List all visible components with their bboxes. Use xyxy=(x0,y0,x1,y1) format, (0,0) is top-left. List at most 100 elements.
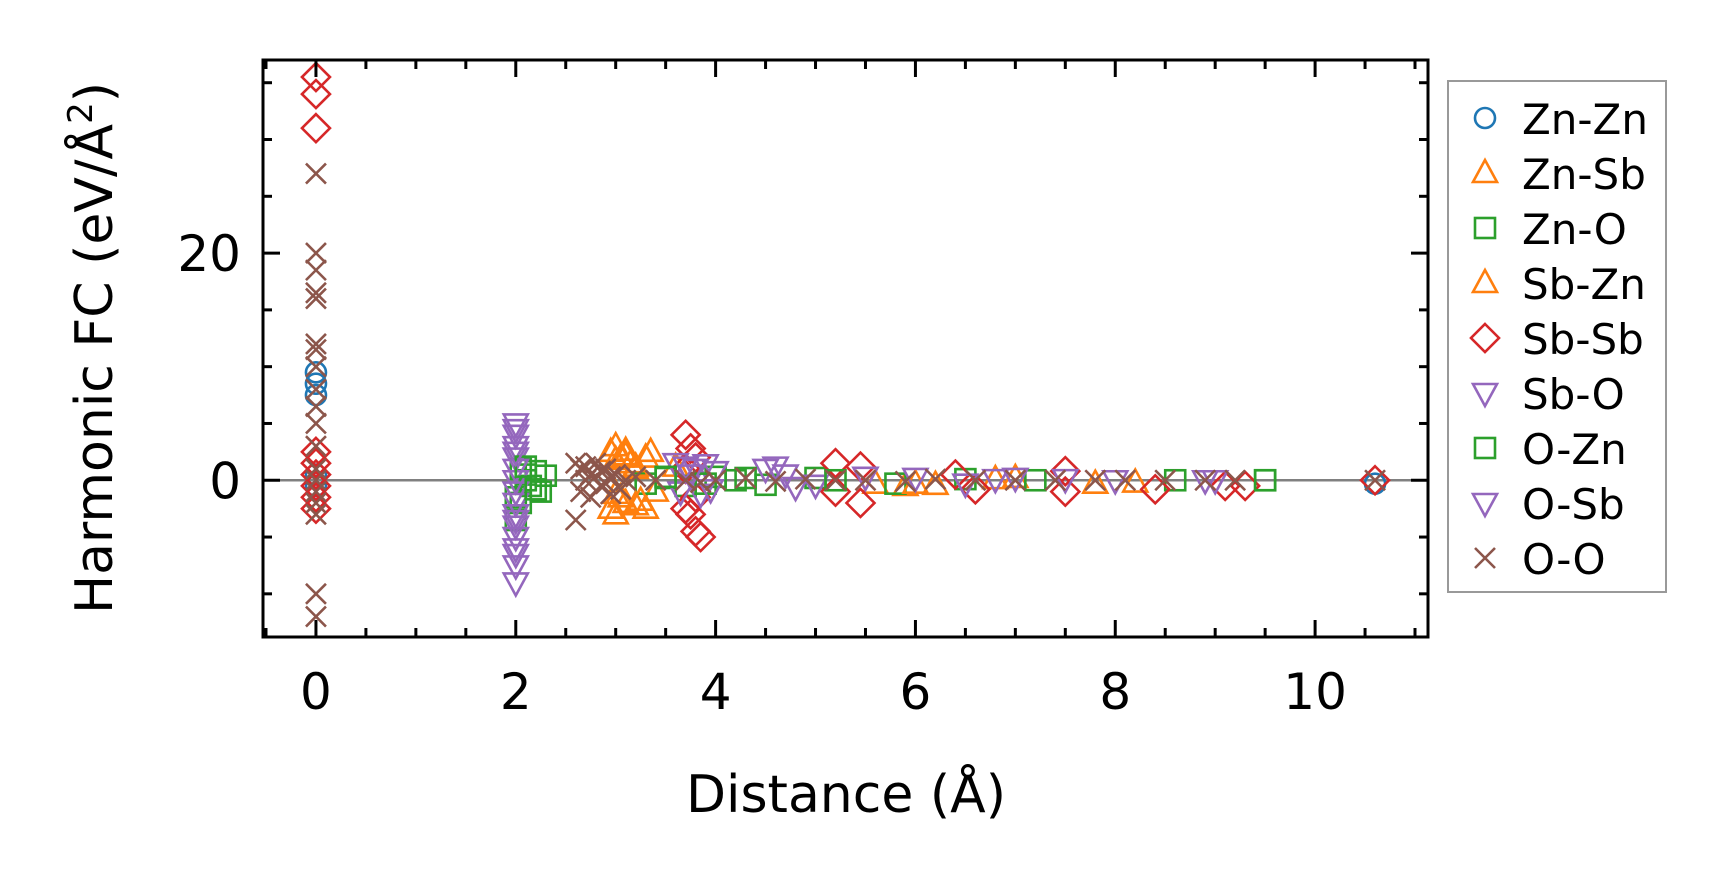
data-point xyxy=(631,441,660,468)
y-axis-label-sup: 2 xyxy=(61,102,101,124)
data-point xyxy=(300,78,332,110)
data-point xyxy=(921,469,950,496)
data-point xyxy=(684,521,717,553)
data-point xyxy=(501,509,530,536)
data-point xyxy=(1004,469,1027,492)
data-point xyxy=(304,372,328,396)
legend-item-sb-sb: Sb-Sb xyxy=(1469,315,1644,364)
data-point xyxy=(1049,475,1082,508)
data-point xyxy=(636,436,665,463)
legend-label: Zn-Sb xyxy=(1522,150,1646,199)
data-point xyxy=(305,333,327,355)
data-point xyxy=(851,466,880,493)
legend-marker-icon xyxy=(1469,322,1501,354)
legend-marker-icon xyxy=(1470,267,1500,294)
legend-label: Zn-O xyxy=(1522,205,1627,254)
data-point xyxy=(305,355,327,378)
data-point xyxy=(674,432,707,465)
legend-item-zn-o: Zn-O xyxy=(1473,205,1627,254)
legend-label: O-O xyxy=(1522,535,1606,584)
y-tick-label: 0 xyxy=(209,452,241,510)
x-tick-label: 4 xyxy=(700,663,732,721)
data-point xyxy=(964,469,987,492)
data-point xyxy=(305,480,327,503)
x-tick-label: 6 xyxy=(900,663,932,721)
data-point xyxy=(1359,464,1391,497)
data-point xyxy=(674,498,707,531)
data-point xyxy=(844,487,877,519)
data-point xyxy=(981,463,1010,490)
legend-marker-icon xyxy=(1473,216,1497,240)
data-point xyxy=(1194,469,1217,492)
legend-marker-icon xyxy=(1470,382,1500,409)
data-point xyxy=(305,503,327,526)
x-tick-label: 2 xyxy=(500,663,532,721)
data-point xyxy=(1114,469,1137,492)
data-point xyxy=(305,469,327,492)
data-point xyxy=(594,472,617,495)
data-point xyxy=(704,469,727,492)
legend-frame xyxy=(1447,80,1667,593)
legend-item-zn-zn: Zn-Zn xyxy=(1473,95,1648,144)
data-point xyxy=(569,457,592,480)
data-point xyxy=(305,395,327,418)
data-point xyxy=(1191,469,1220,496)
legend-marker-icon xyxy=(1473,106,1497,130)
legend: Zn-Zn Zn-Sb Zn-O Sb-Zn Sb-Sb Sb-O O-Zn O-Sb O-O xyxy=(1447,80,1667,593)
axes-frame xyxy=(261,58,1430,639)
data-point xyxy=(924,468,947,491)
data-point xyxy=(644,469,667,492)
data-point xyxy=(609,478,632,501)
data-point xyxy=(305,242,327,265)
data-point xyxy=(574,469,597,492)
data-point xyxy=(601,444,630,471)
data-point xyxy=(781,476,810,503)
data-point xyxy=(1364,469,1386,492)
legend-item-o-zn: O-Zn xyxy=(1473,425,1627,474)
legend-marker-icon xyxy=(1474,547,1496,569)
data-point xyxy=(734,466,757,490)
data-point xyxy=(1154,469,1177,492)
data-point xyxy=(854,469,877,492)
plot-area xyxy=(263,61,1428,628)
series-o-sb xyxy=(501,418,1220,565)
data-point xyxy=(884,472,907,495)
data-point xyxy=(305,378,327,401)
y-axis-label-main: Harmonic FC (eV/Å xyxy=(63,123,125,614)
data-point xyxy=(501,538,530,565)
data-point xyxy=(611,439,640,466)
data-point xyxy=(589,475,612,497)
x-tick-label: 10 xyxy=(1283,663,1347,721)
data-point xyxy=(1121,466,1150,493)
data-point xyxy=(761,456,790,483)
data-point xyxy=(981,468,1010,495)
legend-item-o-o: O-O xyxy=(1474,535,1606,584)
data-point xyxy=(564,509,587,531)
data-point xyxy=(1051,468,1080,495)
data-point xyxy=(1081,467,1110,494)
data-point xyxy=(501,418,530,445)
data-point xyxy=(501,441,530,468)
data-point xyxy=(300,112,332,144)
data-point xyxy=(654,465,677,489)
data-point xyxy=(1044,469,1067,492)
data-point xyxy=(529,480,553,503)
legend-label: O-Sb xyxy=(1522,480,1625,529)
data-point xyxy=(305,435,327,458)
axis-ticks: 0 2 4 6 8 10 0 20 xyxy=(177,60,1428,721)
data-point xyxy=(669,418,702,451)
data-point xyxy=(305,412,327,435)
data-point xyxy=(300,436,332,468)
data-point xyxy=(764,470,787,493)
legend-marker-icon xyxy=(1470,157,1500,184)
data-point xyxy=(794,468,817,491)
data-point xyxy=(305,287,327,310)
data-point xyxy=(1001,467,1030,494)
data-point xyxy=(621,489,650,516)
x-tick-label: 8 xyxy=(1099,663,1131,721)
data-point xyxy=(305,162,327,185)
data-point xyxy=(501,555,530,582)
data-point xyxy=(801,474,830,501)
y-tick-label: 20 xyxy=(177,225,241,283)
